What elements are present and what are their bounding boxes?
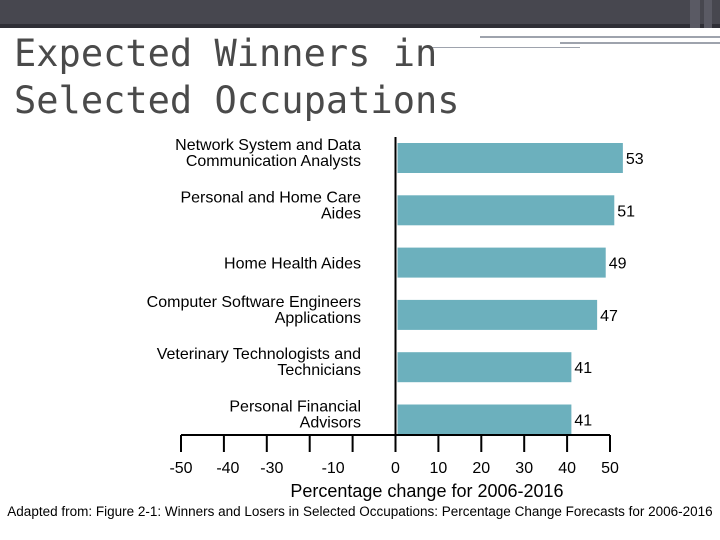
- x-tick-label: -50: [169, 460, 192, 477]
- category-label: Communication Analysts: [186, 153, 361, 170]
- value-label: 47: [600, 308, 618, 325]
- category-label: Applications: [275, 310, 361, 327]
- x-tick-label: 0: [391, 460, 400, 477]
- header-block-decoration: [704, 0, 712, 28]
- slide-title: Expected Winners in Selected Occupations: [14, 32, 460, 122]
- header-line-decoration: [430, 47, 580, 48]
- category-label: Personal and Home Care: [180, 189, 361, 206]
- header-line-decoration: [560, 42, 720, 44]
- category-label: Computer Software Engineers: [147, 294, 361, 311]
- category-label: Personal Financial: [229, 399, 361, 416]
- category-label: Aides: [321, 205, 361, 222]
- value-label: 41: [574, 360, 592, 377]
- value-label: 41: [574, 413, 592, 430]
- value-label: 49: [609, 256, 627, 273]
- x-tick-label: -10: [322, 460, 345, 477]
- source-note: Adapted from: Figure 2-1: Winners and Lo…: [7, 504, 713, 519]
- x-tick-label: -40: [216, 460, 239, 477]
- value-label: 53: [626, 151, 644, 168]
- category-label: Advisors: [300, 415, 361, 432]
- bar: [397, 404, 572, 435]
- bar: [397, 195, 615, 226]
- x-tick-label: 30: [515, 460, 533, 477]
- category-label: Network System and Data: [175, 137, 361, 154]
- bar: [397, 299, 598, 330]
- category-label: Home Health Aides: [224, 256, 361, 273]
- value-label: 51: [617, 203, 635, 220]
- header-block-decoration: [690, 0, 700, 28]
- bar: [397, 247, 606, 278]
- x-axis-title: Percentage change for 2006-2016: [290, 481, 563, 501]
- x-tick-label: 50: [601, 460, 619, 477]
- header-accent-bar: [0, 24, 720, 28]
- x-tick-label: 20: [472, 460, 490, 477]
- bar: [397, 143, 623, 173]
- header-line-decoration: [480, 36, 720, 38]
- x-tick-label: -30: [260, 460, 283, 477]
- category-label: Technicians: [277, 362, 361, 379]
- x-tick-label: 10: [430, 460, 448, 477]
- header-bar: [0, 0, 720, 28]
- category-label: Veterinary Technologists and: [157, 346, 361, 363]
- bar: [397, 352, 572, 383]
- x-tick-label: 40: [558, 460, 576, 477]
